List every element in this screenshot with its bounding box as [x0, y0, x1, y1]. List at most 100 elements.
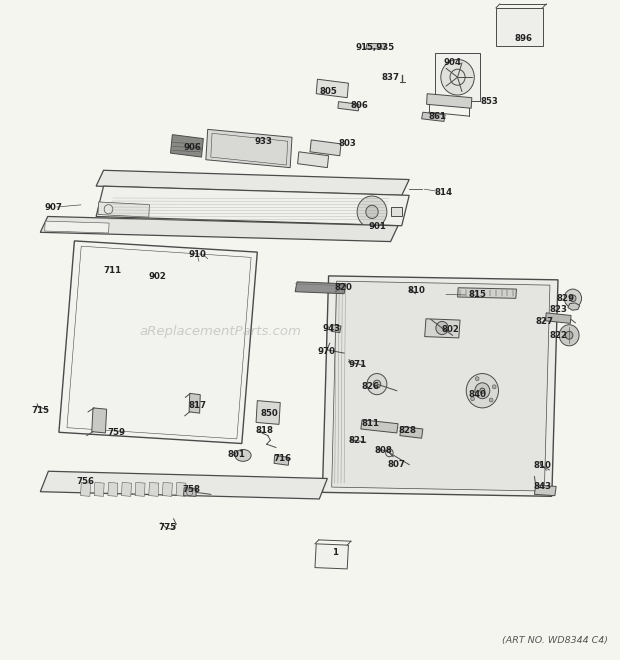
Polygon shape — [316, 79, 348, 98]
Polygon shape — [122, 482, 131, 496]
Text: 808: 808 — [375, 446, 392, 455]
Text: 758: 758 — [182, 484, 200, 494]
Text: 896: 896 — [515, 34, 533, 43]
Polygon shape — [427, 94, 472, 108]
Text: 907: 907 — [45, 203, 63, 212]
Text: 853: 853 — [481, 97, 498, 106]
Text: 807: 807 — [387, 460, 405, 469]
Bar — [496, 8, 542, 46]
Text: 821: 821 — [348, 436, 367, 445]
Text: 802: 802 — [441, 325, 459, 335]
Circle shape — [366, 205, 378, 218]
Polygon shape — [546, 313, 571, 323]
Polygon shape — [458, 288, 516, 298]
Circle shape — [492, 385, 496, 389]
Polygon shape — [176, 482, 186, 496]
Circle shape — [570, 295, 576, 302]
Circle shape — [357, 196, 387, 228]
Text: 971: 971 — [348, 360, 366, 369]
Circle shape — [489, 398, 493, 402]
Circle shape — [476, 377, 479, 381]
Text: 815: 815 — [469, 290, 486, 299]
Polygon shape — [332, 281, 550, 491]
Text: 818: 818 — [255, 426, 274, 436]
Polygon shape — [59, 241, 257, 444]
Polygon shape — [98, 202, 149, 217]
Text: 801: 801 — [228, 449, 246, 459]
Circle shape — [436, 321, 448, 335]
Text: 810: 810 — [534, 461, 551, 471]
Text: 822: 822 — [549, 331, 567, 341]
Polygon shape — [322, 276, 558, 496]
Polygon shape — [361, 420, 398, 433]
Polygon shape — [189, 393, 200, 413]
Text: 902: 902 — [149, 272, 166, 281]
Text: 910: 910 — [188, 250, 206, 259]
Text: 840: 840 — [468, 390, 487, 399]
Circle shape — [441, 59, 474, 95]
Text: 803: 803 — [339, 139, 356, 148]
Ellipse shape — [235, 449, 251, 461]
Polygon shape — [81, 482, 91, 496]
Text: 775: 775 — [158, 523, 177, 533]
Text: 970: 970 — [317, 347, 336, 356]
Polygon shape — [274, 455, 289, 465]
Polygon shape — [92, 408, 107, 433]
Text: 861: 861 — [428, 112, 446, 121]
Text: 806: 806 — [351, 101, 368, 110]
Text: 826: 826 — [361, 382, 380, 391]
Text: 759: 759 — [107, 428, 126, 438]
Text: 943: 943 — [322, 324, 341, 333]
Polygon shape — [96, 186, 409, 226]
Text: 756: 756 — [76, 477, 95, 486]
Polygon shape — [206, 129, 292, 168]
Text: 901: 901 — [368, 222, 386, 231]
Circle shape — [475, 383, 490, 399]
Polygon shape — [40, 471, 327, 499]
Circle shape — [206, 259, 216, 269]
Polygon shape — [135, 482, 145, 496]
Polygon shape — [400, 426, 423, 438]
Text: 820: 820 — [335, 282, 352, 292]
Text: 805: 805 — [320, 86, 337, 96]
Polygon shape — [422, 112, 445, 121]
Circle shape — [450, 69, 465, 85]
Polygon shape — [338, 102, 359, 111]
Text: 837: 837 — [381, 73, 400, 82]
Circle shape — [367, 374, 387, 395]
Polygon shape — [366, 44, 386, 49]
Text: 823: 823 — [549, 305, 567, 314]
Polygon shape — [96, 170, 409, 195]
Text: 850: 850 — [260, 409, 278, 418]
Text: aReplacementParts.com: aReplacementParts.com — [139, 325, 301, 339]
Circle shape — [559, 325, 579, 346]
Polygon shape — [170, 135, 203, 157]
Text: (ART NO. WD8344 C4): (ART NO. WD8344 C4) — [502, 636, 608, 645]
Polygon shape — [298, 152, 329, 168]
Circle shape — [564, 289, 582, 308]
Circle shape — [480, 388, 485, 393]
Text: 1: 1 — [332, 548, 338, 557]
Circle shape — [466, 374, 498, 408]
Polygon shape — [425, 319, 460, 338]
Text: 827: 827 — [535, 317, 554, 326]
Text: 716: 716 — [273, 453, 292, 463]
Polygon shape — [295, 282, 346, 294]
Text: 810: 810 — [408, 286, 425, 295]
Polygon shape — [184, 488, 197, 496]
Text: 843: 843 — [533, 482, 552, 491]
Polygon shape — [331, 325, 341, 333]
Bar — [435, 53, 480, 101]
Text: 711: 711 — [104, 266, 122, 275]
Text: 811: 811 — [361, 419, 380, 428]
Polygon shape — [94, 482, 104, 496]
Text: 906: 906 — [184, 143, 201, 152]
Circle shape — [373, 380, 381, 388]
Text: 829: 829 — [556, 294, 575, 303]
Ellipse shape — [198, 254, 223, 274]
Text: 715: 715 — [31, 406, 50, 415]
Circle shape — [565, 331, 573, 339]
Circle shape — [471, 397, 474, 401]
Bar — [391, 207, 402, 216]
Polygon shape — [534, 485, 556, 496]
